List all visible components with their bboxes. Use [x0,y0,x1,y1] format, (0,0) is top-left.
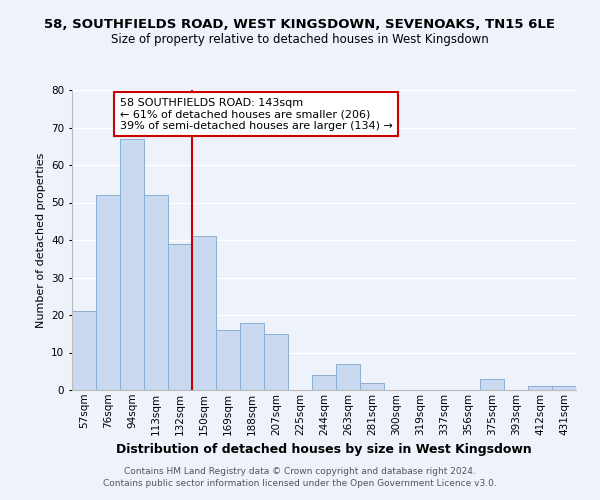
Text: Size of property relative to detached houses in West Kingsdown: Size of property relative to detached ho… [111,32,489,46]
Y-axis label: Number of detached properties: Number of detached properties [35,152,46,328]
Bar [552,386,576,390]
Text: Contains HM Land Registry data © Crown copyright and database right 2024.: Contains HM Land Registry data © Crown c… [124,467,476,476]
Bar [336,364,360,390]
Bar [72,311,96,390]
Bar [120,138,144,390]
Bar [216,330,240,390]
Bar [528,386,552,390]
Bar [480,379,504,390]
Bar [240,322,264,390]
Text: Contains public sector information licensed under the Open Government Licence v3: Contains public sector information licen… [103,478,497,488]
Bar [360,382,384,390]
Bar [144,195,168,390]
Text: 58 SOUTHFIELDS ROAD: 143sqm
← 61% of detached houses are smaller (206)
39% of se: 58 SOUTHFIELDS ROAD: 143sqm ← 61% of det… [120,98,393,130]
X-axis label: Distribution of detached houses by size in West Kingsdown: Distribution of detached houses by size … [116,443,532,456]
Text: 58, SOUTHFIELDS ROAD, WEST KINGSDOWN, SEVENOAKS, TN15 6LE: 58, SOUTHFIELDS ROAD, WEST KINGSDOWN, SE… [44,18,556,30]
Bar [264,334,288,390]
Bar [96,195,120,390]
Bar [192,236,216,390]
Bar [168,244,192,390]
Bar [312,375,336,390]
